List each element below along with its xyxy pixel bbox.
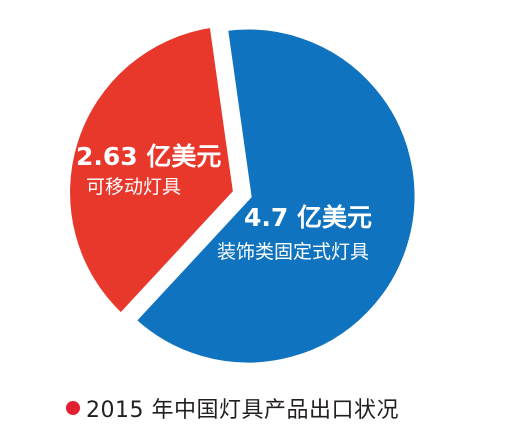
slice-value-label-portable: 2.63 亿美元 bbox=[76, 142, 221, 171]
pie-slice-0 bbox=[127, 22, 422, 370]
slice-value-label-decorative: 4.7 亿美元 bbox=[244, 203, 372, 232]
pie-slices bbox=[63, 20, 422, 370]
slice-category-label-decorative: 装饰类固定式灯具 bbox=[217, 241, 369, 263]
bullet-dot-icon bbox=[66, 401, 80, 415]
slice-category-label-portable: 可移动灯具 bbox=[86, 176, 181, 198]
chart-caption: 2015 年中国灯具产品出口状况 bbox=[66, 392, 399, 424]
pie-slice-1 bbox=[63, 20, 241, 323]
caption-text: 2015 年中国灯具产品出口状况 bbox=[86, 398, 399, 423]
